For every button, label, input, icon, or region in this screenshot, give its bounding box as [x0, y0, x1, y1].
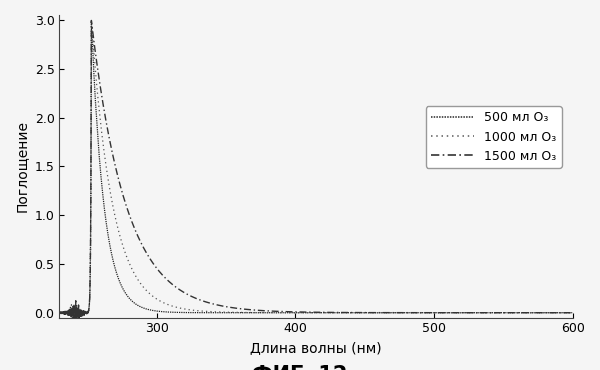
1500 мл О₃ [88, 18, 95, 23]
1500 мл О₃ [439, 310, 446, 315]
500 мл О₃ [364, 310, 371, 315]
1500 мл О₃ [252, 308, 259, 312]
1500 мл О₃ [478, 310, 485, 315]
500 мл О₃ [569, 310, 577, 315]
1500 мл О₃ [149, 261, 157, 265]
X-axis label: Длина волны (нм): Длина волны (нм) [250, 341, 382, 355]
500 мл О₃ [149, 308, 157, 313]
Line: 1000 мл О₃: 1000 мл О₃ [59, 21, 573, 323]
1000 мл О₃ [364, 310, 371, 315]
1000 мл О₃ [56, 310, 63, 315]
1000 мл О₃ [149, 294, 157, 299]
Line: 1500 мл О₃: 1500 мл О₃ [59, 20, 573, 323]
1500 мл О₃ [364, 310, 371, 315]
Text: ФИГ. 12: ФИГ. 12 [253, 365, 347, 370]
500 мл О₃ [478, 310, 485, 315]
1000 мл О₃ [88, 18, 95, 23]
1000 мл О₃ [439, 310, 446, 315]
500 мл О₃ [390, 310, 397, 315]
1000 мл О₃ [252, 310, 259, 315]
500 мл О₃ [70, 320, 77, 325]
1000 мл О₃ [73, 320, 80, 325]
500 мл О₃ [88, 19, 95, 23]
Line: 500 мл О₃: 500 мл О₃ [59, 21, 573, 323]
1000 мл О₃ [390, 310, 397, 315]
500 мл О₃ [252, 310, 259, 315]
500 мл О₃ [439, 310, 446, 315]
1500 мл О₃ [56, 310, 63, 315]
1500 мл О₃ [71, 320, 79, 325]
500 мл О₃ [56, 310, 63, 315]
Legend: 500 мл О₃, 1000 мл О₃, 1500 мл О₃: 500 мл О₃, 1000 мл О₃, 1500 мл О₃ [425, 106, 562, 168]
1000 мл О₃ [478, 310, 485, 315]
1500 мл О₃ [390, 310, 397, 315]
1500 мл О₃ [569, 310, 577, 315]
Y-axis label: Поглощение: Поглощение [15, 121, 29, 212]
1000 мл О₃ [569, 310, 577, 315]
